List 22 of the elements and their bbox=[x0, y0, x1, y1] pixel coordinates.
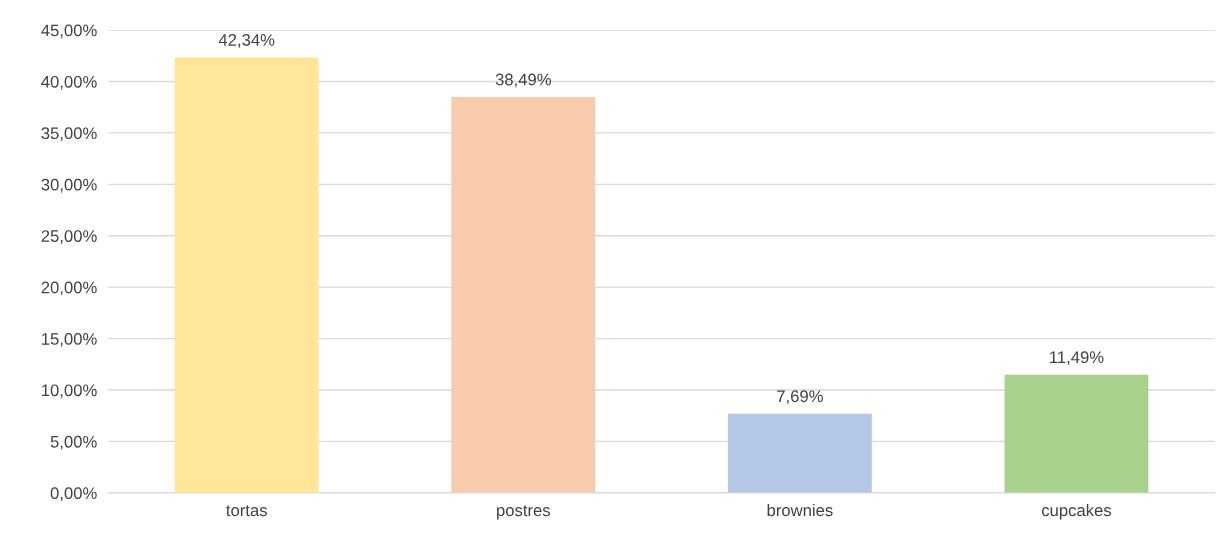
y-tick-label: 35,00% bbox=[41, 127, 97, 142]
x-tick-label: postres bbox=[497, 505, 551, 520]
y-tick-label: 25,00% bbox=[41, 230, 97, 244]
x-tick-label: tortas bbox=[226, 505, 267, 517]
y-tick-label: 5,00% bbox=[50, 435, 97, 450]
y-tick-label: 40,00% bbox=[41, 75, 97, 90]
y-tick-label: 45,00% bbox=[41, 24, 97, 39]
y-tick-label: 30,00% bbox=[41, 178, 97, 193]
data-label: 42,34% bbox=[218, 34, 275, 48]
y-tick-label: 10,00% bbox=[42, 384, 97, 399]
x-tick-label: cupcakes bbox=[1041, 503, 1112, 520]
x-tick-label: brownies bbox=[767, 503, 833, 517]
bar bbox=[174, 57, 319, 493]
data-label: 11,49% bbox=[1050, 351, 1104, 366]
y-tick-label: 15,00% bbox=[42, 332, 97, 347]
bar bbox=[451, 97, 596, 493]
y-tick-label: 0,00% bbox=[50, 487, 97, 502]
data-label: 7,69% bbox=[777, 390, 823, 405]
data-label: 38,49% bbox=[495, 73, 551, 88]
bar bbox=[1004, 374, 1149, 493]
bar bbox=[727, 413, 872, 493]
y-tick-label: 20,00% bbox=[41, 281, 97, 296]
